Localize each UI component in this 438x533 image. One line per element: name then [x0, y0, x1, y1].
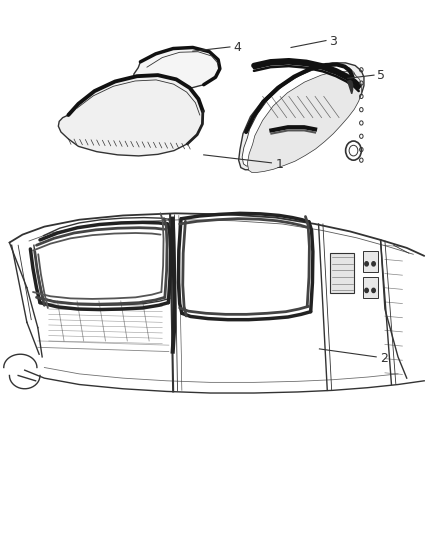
Circle shape: [365, 262, 368, 266]
Polygon shape: [348, 80, 353, 94]
Polygon shape: [242, 65, 357, 166]
Polygon shape: [134, 47, 220, 91]
Circle shape: [372, 262, 375, 266]
Text: 1: 1: [276, 158, 284, 171]
Circle shape: [372, 288, 375, 293]
Text: 4: 4: [233, 41, 241, 54]
Circle shape: [365, 288, 368, 293]
Polygon shape: [58, 75, 203, 156]
Text: 3: 3: [329, 35, 337, 47]
Text: 2: 2: [381, 352, 389, 365]
FancyBboxPatch shape: [330, 253, 354, 293]
FancyBboxPatch shape: [363, 251, 378, 272]
Text: 5: 5: [378, 69, 385, 82]
Polygon shape: [239, 63, 364, 169]
Polygon shape: [247, 71, 362, 172]
FancyBboxPatch shape: [363, 277, 378, 298]
